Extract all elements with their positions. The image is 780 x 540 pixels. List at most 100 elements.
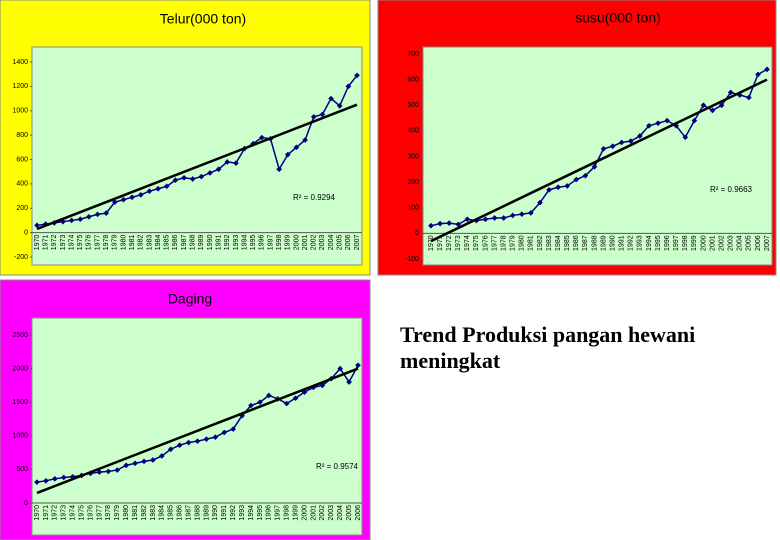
data-point: [528, 210, 534, 216]
data-point: [600, 145, 607, 152]
y-tick-label: 800: [16, 132, 28, 139]
data-point: [137, 192, 144, 198]
x-tick-label: 1976: [86, 235, 93, 251]
data-point: [546, 186, 552, 193]
y-tick-label: 0: [415, 230, 419, 237]
x-tick-label: 1997: [267, 235, 274, 251]
x-tick-label: 1999: [292, 505, 299, 521]
data-point: [464, 216, 471, 223]
x-tick-label: 1989: [203, 505, 210, 521]
data-point: [189, 176, 196, 182]
x-tick-label: 1988: [194, 505, 201, 521]
data-point: [207, 170, 213, 176]
x-tick-label: 1983: [150, 505, 157, 521]
x-tick-label: 1970: [34, 235, 41, 251]
x-tick-label: 1986: [573, 235, 580, 251]
slide-text-box: Trend Produksi pangan hewani meningkat: [400, 322, 696, 373]
x-tick-label: 2005: [346, 505, 353, 521]
data-point: [337, 365, 343, 372]
x-tick-label: 1999: [691, 235, 698, 251]
y-tick-label: 600: [407, 76, 419, 83]
trend-line: [36, 367, 359, 495]
data-point: [591, 163, 598, 170]
y-tick-label: 1000: [12, 433, 28, 440]
data-point: [120, 196, 127, 203]
y-tick-label: 200: [407, 179, 419, 186]
x-tick-label: 1998: [682, 235, 689, 251]
x-tick-label: 1970: [428, 235, 435, 251]
y-tick-label: -200: [14, 254, 28, 261]
data-point: [292, 395, 299, 401]
x-tick-label: 2001: [709, 235, 716, 251]
x-tick-label: 1984: [155, 235, 162, 251]
data-point: [609, 143, 616, 150]
x-tick-label: 1982: [537, 235, 544, 251]
x-tick-label: 1991: [215, 235, 222, 251]
x-tick-label: 1979: [510, 235, 517, 251]
x-tick-label: 1988: [190, 235, 197, 251]
x-tick-label: 2005: [746, 235, 753, 251]
data-point: [283, 400, 290, 407]
y-tick-label: 1500: [12, 399, 28, 406]
x-tick-label: 1987: [181, 235, 188, 251]
x-tick-label: 1985: [564, 235, 571, 251]
x-tick-label: 1982: [138, 235, 145, 251]
x-tick-label: 1972: [52, 505, 59, 521]
data-point: [248, 402, 254, 409]
annotation: R² = 0.9294: [293, 193, 336, 202]
x-tick-label: 1993: [239, 505, 246, 521]
data-point: [112, 199, 118, 205]
data-point: [215, 166, 222, 173]
data-point: [132, 460, 138, 467]
x-tick-label: 2004: [337, 505, 344, 521]
x-tick-label: 1995: [257, 505, 264, 521]
data-point: [233, 160, 239, 166]
x-tick-label: 2005: [337, 235, 344, 251]
data-point: [94, 211, 101, 218]
x-tick-label: 1993: [637, 235, 644, 251]
trend-line: [36, 103, 358, 231]
data-point: [355, 362, 361, 369]
x-tick-label: 1993: [233, 235, 240, 251]
data-point: [159, 453, 165, 459]
data-point: [664, 117, 670, 124]
x-tick-label: 1992: [224, 235, 231, 251]
x-tick-label: 1972: [446, 235, 453, 251]
data-point: [328, 95, 334, 102]
x-tick-label: 1971: [437, 235, 444, 251]
data-point: [455, 221, 462, 228]
data-point: [582, 172, 589, 179]
x-tick-label: 1975: [77, 235, 84, 251]
x-tick-label: 2003: [319, 235, 326, 251]
x-tick-label: 1990: [609, 235, 616, 251]
data-point: [691, 117, 698, 124]
data-point: [185, 439, 192, 446]
y-tick-label: 600: [16, 156, 28, 163]
y-tick-label: 2000: [12, 365, 28, 372]
data-point: [293, 144, 300, 151]
x-tick-label: 2007: [354, 235, 361, 251]
slide-text: Trend Produksi pangan hewani meningkat: [400, 322, 696, 373]
chart: susu(000 ton) -100 0 100 200 300 400 500 600 700 1…: [377, 0, 777, 276]
x-tick-label: 1985: [168, 505, 175, 521]
data-point: [446, 220, 452, 226]
data-point: [354, 72, 360, 79]
y-tick-label: 400: [16, 181, 28, 188]
annotation: R² = 0.9574: [316, 462, 359, 471]
y-tick-label: 200: [16, 205, 28, 212]
x-tick-label: 1990: [212, 505, 219, 521]
data-point: [310, 114, 317, 120]
y-tick-label: 700: [407, 51, 419, 58]
data-point: [266, 392, 272, 399]
data-point: [746, 94, 752, 101]
y-tick-label: 500: [16, 466, 28, 473]
x-tick-label: 1996: [259, 235, 266, 251]
data-point: [727, 89, 734, 96]
data-point: [150, 457, 156, 463]
x-tick-label: 2003: [328, 505, 335, 521]
x-tick-label: 1975: [473, 235, 480, 251]
data-point: [129, 194, 135, 201]
data-point: [221, 429, 228, 436]
data-point: [203, 436, 210, 442]
